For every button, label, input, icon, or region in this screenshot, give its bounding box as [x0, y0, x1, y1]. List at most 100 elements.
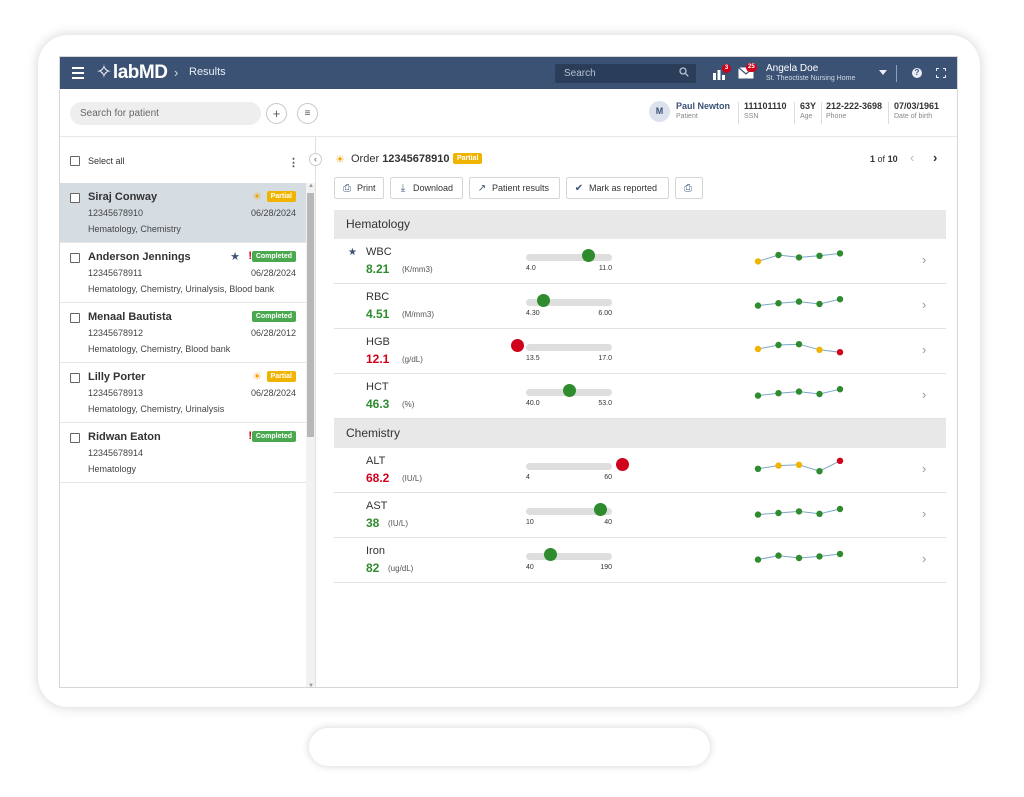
print-button[interactable]: ⎙ Print	[334, 177, 384, 199]
list-scrollbar[interactable]: ▲ ▼	[306, 183, 315, 688]
breadcrumb-results[interactable]: Results	[189, 66, 226, 78]
notification-badge: 3	[722, 64, 731, 73]
trend-point	[795, 341, 803, 348]
trend-point	[775, 390, 782, 397]
section-header: Chemistry	[334, 419, 946, 448]
select-all-checkbox[interactable]	[70, 156, 80, 166]
list-item[interactable]: Ridwan Eaton ! Completed 12345678914 Hem…	[60, 423, 306, 483]
hamburger-menu-icon[interactable]	[72, 67, 84, 79]
range-min: 40	[526, 564, 534, 571]
mark-reported-label: Mark as reported	[589, 183, 658, 193]
row-checkbox[interactable]	[70, 253, 80, 263]
app-screen: ✧ labMD › Results 3 25 Angela Doe St. Th…	[59, 56, 958, 688]
chevron-right-icon[interactable]: ›	[922, 461, 927, 476]
order-label: Order	[351, 153, 380, 165]
row-checkbox[interactable]	[70, 193, 80, 203]
trend-point	[775, 300, 782, 307]
result-row[interactable]: Iron 82 (ug/dL) 40 190 ›	[334, 538, 946, 583]
test-panels: Hematology, Chemistry, Urinalysis, Blood…	[88, 284, 275, 294]
chevron-right-icon[interactable]: ›	[922, 252, 927, 267]
patient-search	[70, 102, 261, 125]
scroll-up-icon[interactable]: ▲	[308, 183, 314, 189]
chevron-right-icon[interactable]: ›	[922, 387, 927, 402]
test-unit: (M/mm3)	[402, 310, 434, 319]
result-marker	[544, 548, 558, 561]
user-name[interactable]: Angela Doe	[766, 63, 819, 74]
user-organization: St. Theoctiste Nursing Home	[766, 75, 856, 82]
result-row[interactable]: ALT 68.2 (IU/L) 4 60 ›	[334, 448, 946, 493]
patient-phone-label: Phone	[826, 113, 847, 120]
row-checkbox[interactable]	[70, 433, 80, 443]
status-badge: Completed	[251, 251, 296, 262]
trend-point	[836, 386, 844, 393]
test-panels: Hematology, Chemistry, Urinalysis	[88, 404, 225, 414]
list-item[interactable]: Lilly Porter ☀ Partial 12345678913 06/28…	[60, 363, 306, 423]
row-checkbox[interactable]	[70, 373, 80, 383]
search-icon[interactable]	[679, 67, 689, 77]
patient-id: 12345678913	[88, 388, 144, 398]
result-row[interactable]: HCT 46.3 (%) 40.0 53.0 ›	[334, 374, 946, 419]
download-button[interactable]: ⤓ Download	[390, 177, 463, 199]
add-patient-button[interactable]: +	[266, 103, 287, 124]
patient-name-field: Paul Newton Patient	[676, 101, 730, 120]
test-value: 82	[366, 561, 380, 575]
result-row[interactable]: RBC 4.51 (M/mm3) 4.30 6.00 ›	[334, 284, 946, 329]
patient-results-button[interactable]: ↗ Patient results	[469, 177, 560, 199]
reference-range-bar	[526, 553, 612, 560]
patient-age-label: Age	[800, 113, 813, 120]
section-title: Chemistry	[346, 426, 401, 440]
next-page-icon[interactable]: ›	[933, 150, 938, 165]
test-name: ALT	[366, 455, 386, 467]
printer-icon: ⎙	[684, 183, 692, 194]
status-badge: Completed	[251, 311, 296, 322]
fullscreen-icon[interactable]	[936, 68, 946, 78]
patient-ssn: 111101110	[744, 101, 787, 111]
chevron-right-icon[interactable]: ›	[922, 342, 927, 357]
trend-point	[795, 461, 803, 468]
trend-sparkline	[754, 250, 844, 265]
result-row[interactable]: HGB 12.1 (g/dL) 13.5 17.0 ›	[334, 329, 946, 374]
list-item[interactable]: Menaal Bautista Completed 12345678912 06…	[60, 303, 306, 363]
patient-age: 63Y	[800, 101, 817, 111]
test-name: HCT	[366, 381, 389, 393]
trend-point	[775, 341, 782, 349]
mark-reported-button[interactable]: ✔ Mark as reported	[566, 177, 669, 199]
test-value: 8.21	[366, 262, 390, 276]
scroll-thumb[interactable]	[307, 193, 314, 437]
test-value: 46.3	[366, 397, 390, 411]
previous-page-icon[interactable]: ‹	[910, 150, 915, 165]
patient-ssn-label: SSN	[744, 113, 759, 120]
trend-point	[775, 509, 782, 517]
home-button[interactable]	[309, 728, 710, 766]
pager: 1 of 10	[870, 154, 898, 164]
chevron-right-icon[interactable]: ›	[922, 506, 927, 521]
test-unit: (%)	[402, 400, 415, 409]
trend-point	[754, 511, 762, 518]
more-options-icon[interactable]: ⋮	[288, 157, 299, 169]
test-panels: Hematology	[88, 464, 137, 474]
test-unit: (IU/L)	[388, 519, 408, 528]
global-search-input[interactable]	[555, 64, 675, 83]
trend-point	[816, 390, 823, 398]
help-icon[interactable]: ?	[912, 68, 922, 78]
bar-chart-icon[interactable]	[712, 67, 726, 80]
printer-button[interactable]: ⎙	[675, 177, 703, 199]
filter-button[interactable]: ≡	[297, 103, 318, 124]
chevron-right-icon[interactable]: ›	[922, 551, 927, 566]
app-logo[interactable]: ✧ labMD	[96, 60, 168, 86]
list-item[interactable]: Siraj Conway ☀ Partial 12345678910 06/28…	[60, 183, 306, 243]
page-of: of	[877, 154, 886, 164]
chevron-right-icon[interactable]: ›	[922, 297, 927, 312]
caret-down-icon[interactable]	[879, 70, 887, 75]
result-row[interactable]: ★ WBC 8.21 (K/mm3) 4.0 11.0 ›	[334, 239, 946, 284]
test-name: AST	[366, 500, 388, 512]
patient-search-input[interactable]	[70, 102, 261, 125]
patient-dob-field: 07/03/1961 Date of birth	[894, 101, 939, 120]
test-name: RBC	[366, 291, 390, 303]
scroll-down-icon[interactable]: ▼	[308, 683, 314, 688]
row-checkbox[interactable]	[70, 313, 80, 323]
collapse-panel-button[interactable]: ‹	[309, 153, 322, 166]
test-value: 38	[366, 516, 380, 530]
result-row[interactable]: AST 38 (IU/L) 10 40 ›	[334, 493, 946, 538]
list-item[interactable]: Anderson Jennings ★ ! Completed 12345678…	[60, 243, 306, 303]
